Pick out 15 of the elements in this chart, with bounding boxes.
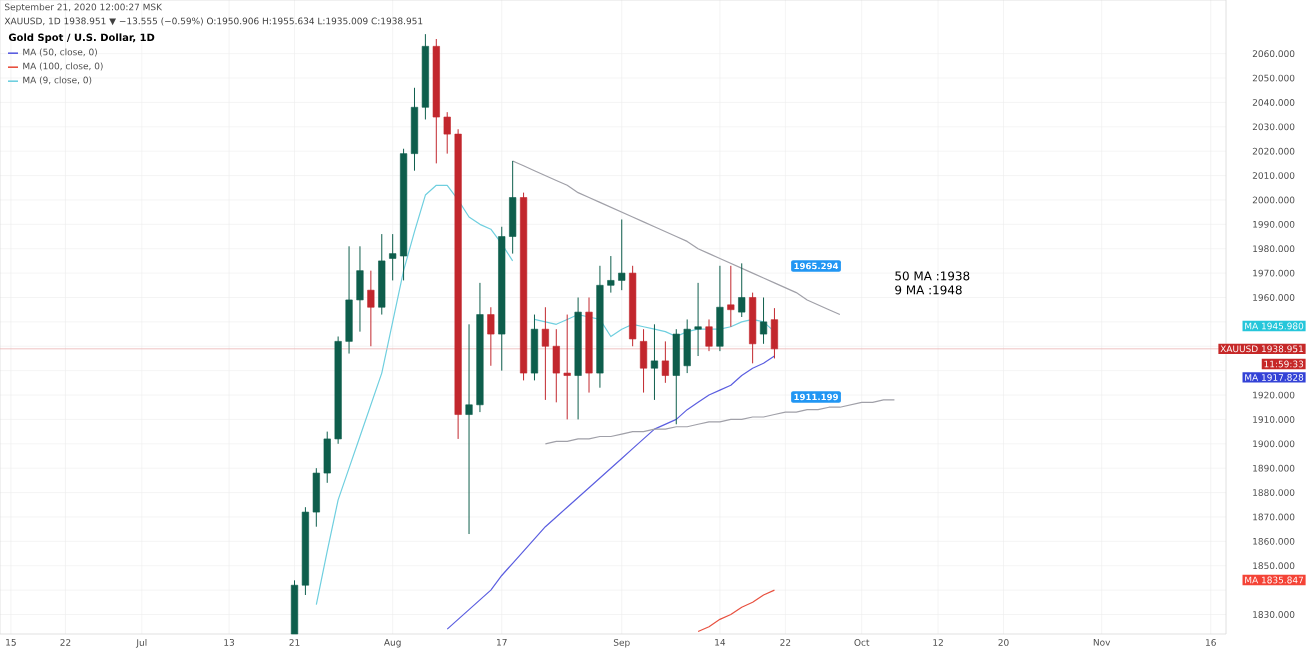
candlestick (378, 233, 386, 316)
line-series (697, 589, 776, 633)
candlestick (367, 270, 375, 347)
candlestick (705, 318, 713, 352)
candlestick (639, 328, 648, 394)
candlestick (487, 306, 495, 367)
candlestick (727, 265, 735, 328)
candlestick (759, 296, 768, 345)
candlestick (650, 323, 659, 401)
candlestick (716, 265, 724, 352)
candlestick (749, 292, 757, 364)
candlestick (738, 262, 746, 318)
candlestick (770, 307, 779, 359)
candlestick (661, 340, 669, 384)
candlestick (530, 314, 539, 381)
